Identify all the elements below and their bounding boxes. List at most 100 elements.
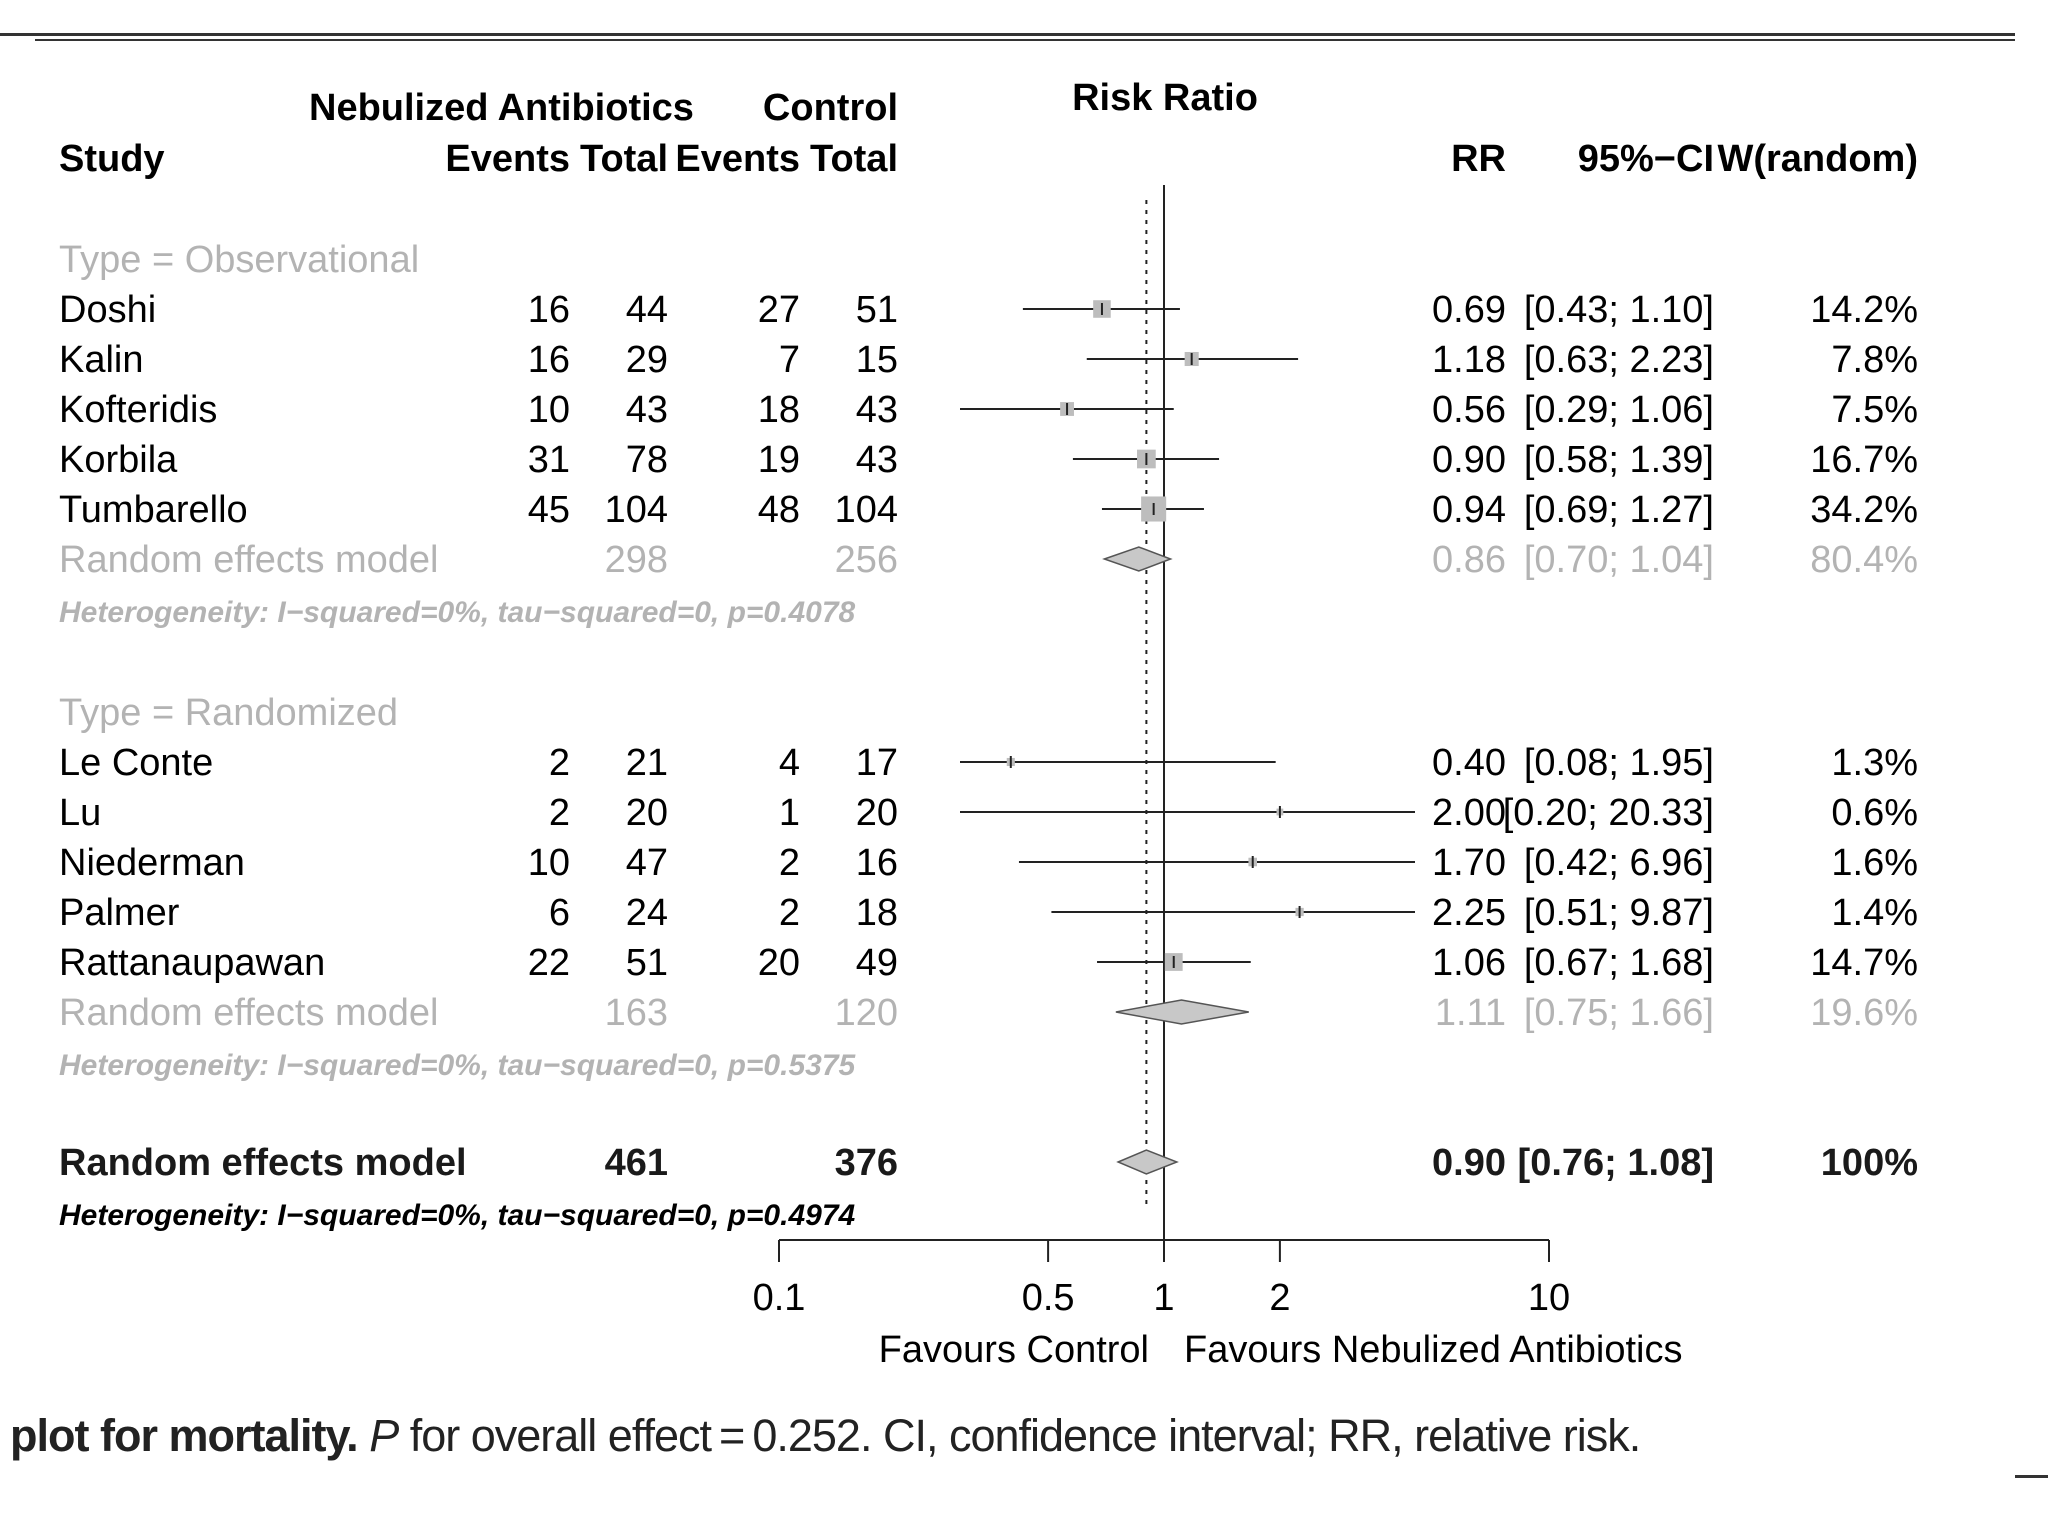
study-tumbarello-ci: [0.69; 1.27] [1524, 489, 1714, 531]
study-doshi-rr: 0.69 [1432, 289, 1506, 331]
x-tick-label-10: 10 [1528, 1277, 1570, 1319]
study-le-conte-name: Le Conte [59, 742, 213, 784]
study-lu-total-control: 20 [856, 792, 898, 834]
study-rattanaupawan-weight: 14.7% [1810, 942, 1918, 984]
study-lu-ci: [0.20; 20.33] [1503, 792, 1714, 834]
study-kofteridis-rr: 0.56 [1432, 389, 1506, 431]
study-palmer-total-control: 18 [856, 892, 898, 934]
study-doshi-ci: [0.43; 1.10] [1524, 289, 1714, 331]
study-rattanaupawan-events-control: 20 [758, 942, 800, 984]
subgroup-2-pooled-total-control: 120 [835, 992, 898, 1034]
header-treatment: Nebulized Antibiotics [309, 87, 694, 129]
bottom-rule-stub [2015, 1475, 2048, 1478]
study-kofteridis-ci: [0.29; 1.06] [1524, 389, 1714, 431]
subgroup-1-pooled-weight: 80.4% [1810, 539, 1918, 581]
study-tumbarello-name: Tumbarello [59, 489, 248, 531]
header-risk-ratio: Risk Ratio [1072, 77, 1258, 119]
study-le-conte-weight: 1.3% [1831, 742, 1918, 784]
study-kofteridis-total-control: 43 [856, 389, 898, 431]
study-rattanaupawan-name: Rattanaupawan [59, 942, 325, 984]
overall-pooled-rr: 0.90 [1432, 1142, 1506, 1184]
study-palmer-rr: 2.25 [1432, 892, 1506, 934]
study-korbila-events-treatment: 31 [528, 439, 570, 481]
x-tick-label-0.5: 0.5 [1022, 1277, 1075, 1319]
study-tumbarello-rr: 0.94 [1432, 489, 1506, 531]
caption-p-symbol: P [369, 1410, 399, 1461]
study-doshi-total-treatment: 44 [626, 289, 668, 331]
caption-bold: plot for mortality. [10, 1410, 359, 1461]
subgroup-2-pooled-total-treatment: 163 [605, 992, 668, 1034]
header-rr: RR [1451, 138, 1506, 180]
study-kalin-rr: 1.18 [1432, 339, 1506, 381]
header-weight: W(random) [1717, 138, 1918, 180]
subgroup-1-pooled-ci: [0.70; 1.04] [1524, 539, 1714, 581]
study-kofteridis-events-control: 18 [758, 389, 800, 431]
study-kalin-name: Kalin [59, 339, 144, 381]
subgroup-2-pooled-weight: 19.6% [1810, 992, 1918, 1034]
header-events-treatment: Events [445, 138, 570, 180]
overall-pooled-label: Random effects model [59, 1142, 467, 1184]
study-doshi-events-control: 27 [758, 289, 800, 331]
study-palmer-total-treatment: 24 [626, 892, 668, 934]
study-palmer-weight: 1.4% [1831, 892, 1918, 934]
overall-pooled-ci: [0.76; 1.08] [1518, 1142, 1714, 1184]
study-lu-events-treatment: 2 [549, 792, 570, 834]
overall-pooled-total-treatment: 461 [605, 1142, 668, 1184]
subgroup-1-pooled-rr: 0.86 [1432, 539, 1506, 581]
study-kofteridis-events-treatment: 10 [528, 389, 570, 431]
header-study: Study [59, 138, 165, 180]
overall-heterogeneity: Heterogeneity: I−squared=0%, tau−squared… [59, 1199, 856, 1232]
top-rule-2 [35, 39, 2015, 41]
subgroup-1-label: Type = Observational [59, 239, 419, 281]
study-niederman-total-treatment: 47 [626, 842, 668, 884]
subgroup-1-pooled-total-control: 256 [835, 539, 898, 581]
study-tumbarello-events-treatment: 45 [528, 489, 570, 531]
study-rattanaupawan-events-treatment: 22 [528, 942, 570, 984]
subgroup-2-heterogeneity: Heterogeneity: I−squared=0%, tau−squared… [59, 1049, 857, 1082]
study-kalin-total-control: 15 [856, 339, 898, 381]
x-label-favours-treatment: Favours Nebulized Antibiotics [1184, 1329, 1682, 1371]
subgroup-2-pooled-diamond [1115, 999, 1249, 1025]
overall-pooled-total-control: 376 [835, 1142, 898, 1184]
study-korbila-total-control: 43 [856, 439, 898, 481]
x-tick-label-1: 1 [1153, 1277, 1174, 1319]
forest-plot: Nebulized Antibiotics Control Risk Ratio St… [59, 77, 1918, 1371]
x-tick-label-2: 2 [1269, 1277, 1290, 1319]
study-korbila-ci: [0.58; 1.39] [1524, 439, 1714, 481]
study-niederman-rr: 1.70 [1432, 842, 1506, 884]
overall-pooled-diamond [1116, 1149, 1179, 1175]
subgroup-2-pooled-label: Random effects model [59, 992, 439, 1034]
study-niederman-ci: [0.42; 6.96] [1524, 842, 1714, 884]
subgroup-1-pooled-label: Random effects model [59, 539, 439, 581]
study-le-conte-ci: [0.08; 1.95] [1524, 742, 1714, 784]
study-tumbarello-total-treatment: 104 [605, 489, 668, 531]
study-korbila-name: Korbila [59, 439, 178, 481]
study-le-conte-total-treatment: 21 [626, 742, 668, 784]
study-rattanaupawan-rr: 1.06 [1432, 942, 1506, 984]
study-kalin-weight: 7.8% [1831, 339, 1918, 381]
study-niederman-events-treatment: 10 [528, 842, 570, 884]
header-total-treatment: Total [580, 138, 668, 180]
study-le-conte-total-control: 17 [856, 742, 898, 784]
study-kalin-total-treatment: 29 [626, 339, 668, 381]
study-niederman-name: Niederman [59, 842, 245, 884]
study-kofteridis-name: Kofteridis [59, 389, 217, 431]
subgroup-1-pooled-total-treatment: 298 [605, 539, 668, 581]
study-le-conte-events-control: 4 [779, 742, 800, 784]
study-tumbarello-weight: 34.2% [1810, 489, 1918, 531]
study-lu-rr: 2.00 [1432, 792, 1506, 834]
subgroup-1-pooled-diamond [1102, 546, 1173, 572]
header-events-control: Events [675, 138, 800, 180]
study-kofteridis-total-treatment: 43 [626, 389, 668, 431]
study-kofteridis-weight: 7.5% [1831, 389, 1918, 431]
figure-caption: plot for mortality. P for overall effect… [10, 1410, 1641, 1462]
study-rattanaupawan-total-treatment: 51 [626, 942, 668, 984]
study-le-conte-rr: 0.40 [1432, 742, 1506, 784]
x-tick-label-0.1: 0.1 [753, 1277, 806, 1319]
study-doshi-name: Doshi [59, 289, 156, 331]
study-palmer-name: Palmer [59, 892, 180, 934]
study-korbila-total-treatment: 78 [626, 439, 668, 481]
subgroup-2-pooled-rr: 1.11 [1435, 992, 1506, 1034]
study-korbila-weight: 16.7% [1810, 439, 1918, 481]
